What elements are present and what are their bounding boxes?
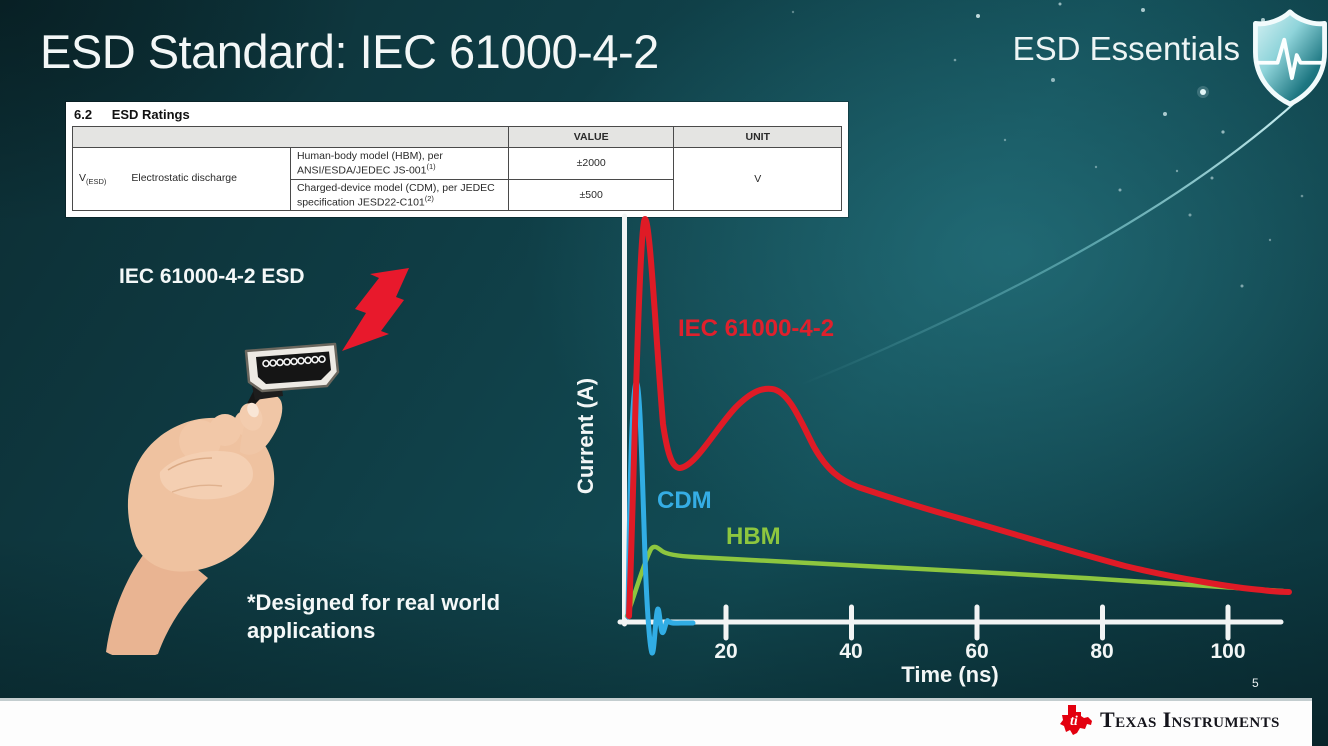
footer-divider [0,698,1312,701]
x-axis-title: Time (ns) [901,662,999,687]
cdm-description-cell: Charged-device model (CDM), per JEDEC sp… [289,178,509,211]
x-tick-60: 60 [965,640,989,663]
knuckle [209,414,241,446]
header-empty-cell [72,126,509,148]
esd-ratings-table: VALUE UNIT V(ESD) Electrostatic discharg… [72,126,842,211]
hbm-description-cell: Human-body model (HBM), per ANSI/ESDA/JE… [289,147,509,180]
datasheet-screenshot: 6.2 ESD Ratings VALUE UNIT V(ESD) Electr… [66,102,848,217]
table-section-heading: 6.2 ESD Ratings [72,106,842,126]
footer-bar [0,701,1312,746]
section-number: 6.2 [74,107,93,122]
parameter-name: Electrostatic discharge [131,171,237,184]
star-field [791,2,1312,288]
x-tick-20: 20 [714,640,738,663]
header-unit: UNIT [673,126,842,148]
iec-curve [626,215,1292,619]
header-value: VALUE [507,126,675,148]
section-title: ESD Ratings [111,107,190,122]
table-row: V(ESD) Electrostatic discharge Human-bod… [72,147,842,211]
x-tick-40: 40 [839,640,863,663]
table-header-row: VALUE UNIT [72,126,842,148]
page-title: ESD Standard: IEC 61000-4-2 [40,25,659,78]
x-tick-80: 80 [1090,640,1114,663]
svg-text:ti: ti [1070,714,1078,729]
symbol: V(ESD) [79,171,107,187]
page-number: 5 [1252,676,1259,690]
connector-pins [262,355,326,368]
background-decor [791,2,1312,387]
cdm-curve-label: CDM [657,487,712,514]
thumbnail [247,402,259,418]
illustration-caption: IEC 61000-4-2 ESD [119,265,305,288]
lightning-bolt-icon [342,268,409,351]
crease [167,457,213,471]
esd-strike-illustration [106,268,409,655]
symbol-parameter-cell: V(ESD) Electrostatic discharge [72,147,291,211]
unit-cell: V [673,147,842,211]
footnote: *Designed for real world applications [247,590,501,644]
series-brand-label: ESD Essentials [1012,30,1240,67]
company-wordmark: Texas Instruments [1100,707,1280,732]
y-axis-title: Current (A) [573,377,598,495]
hbm-curve-label: HBM [726,523,781,550]
comet-streak [799,96,1302,387]
cdm-value-cell: ±500 [507,178,675,211]
shield-pulse-icon [1253,9,1327,107]
texas-instruments-logo-icon: ti [1060,705,1092,735]
hbm-curve [624,544,1286,619]
hbm-value-cell: ±2000 [507,147,675,180]
chart-axes [617,213,1284,641]
iec-curve-label: IEC 61000-4-2 [678,315,835,342]
table-row: Charged-device model (CDM), per JEDEC sp… [73,178,842,211]
x-tick-100: 100 [1210,640,1246,663]
crease [171,484,223,493]
esd-waveform-chart [617,213,1292,656]
